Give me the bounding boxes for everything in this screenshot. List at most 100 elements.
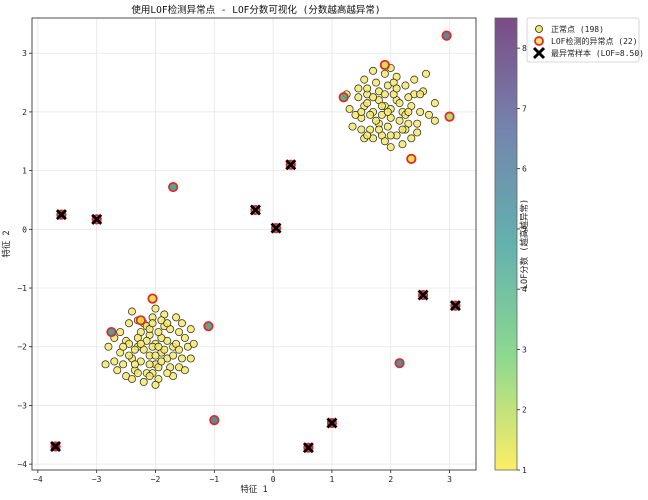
- normal-point: [128, 307, 136, 316]
- normal-point: [369, 66, 378, 75]
- outlier-point: [444, 111, 455, 122]
- y-tick-label: 2: [22, 108, 27, 117]
- normal-point: [116, 328, 125, 337]
- worst-point-cross: [302, 442, 314, 454]
- x-tick-label: 3: [447, 475, 452, 484]
- normal-point: [369, 93, 378, 102]
- normal-point: [395, 116, 404, 125]
- outlier-point: [379, 59, 390, 71]
- normal-point: [128, 375, 136, 383]
- normal-point: [357, 107, 366, 116]
- worst-point-cross: [449, 300, 461, 312]
- normal-point: [148, 319, 157, 328]
- normal-point: [372, 78, 380, 87]
- y-tick-label: 1: [22, 167, 27, 176]
- worst-point-cross: [270, 222, 282, 234]
- outlier-point: [338, 92, 349, 103]
- normal-point: [386, 131, 395, 140]
- outlier-point: [106, 326, 117, 338]
- worst-point-cross: [417, 289, 429, 301]
- normal-point: [172, 313, 181, 322]
- cross-stroke: [417, 289, 429, 301]
- outlier-point: [168, 181, 179, 193]
- normal-point: [180, 333, 189, 342]
- colorbar-tick-label: 7: [522, 104, 527, 113]
- worst-points-series: [50, 159, 461, 454]
- x-tick-label: −2: [151, 475, 161, 484]
- legend-worst-label: 最异常样本 (LOF=8.50): [551, 48, 644, 58]
- legend-outlier-marker: [534, 36, 544, 46]
- normal-point: [430, 116, 439, 125]
- chart-title: 使用LOF检测异常点 - LOF分数可视化 (分数越高越异常): [131, 4, 380, 16]
- normal-point: [377, 102, 386, 111]
- normal-point: [363, 84, 372, 93]
- colorbar-ticks: 1 2 3 4 5 6 7 8: [517, 44, 527, 475]
- outlier-point: [209, 415, 220, 426]
- cross-stroke: [302, 442, 314, 454]
- normal-point: [130, 360, 139, 369]
- normal-point: [163, 369, 172, 378]
- worst-point-cross: [326, 417, 338, 429]
- legend-box: [526, 17, 640, 63]
- normal-point: [392, 84, 401, 93]
- normal-point: [422, 69, 430, 78]
- normal-point: [366, 110, 375, 119]
- outlier-point: [394, 358, 405, 369]
- worst-point-cross: [249, 204, 261, 216]
- cross-stroke: [249, 204, 261, 216]
- normal-point: [363, 131, 372, 140]
- outlier-point: [135, 315, 146, 326]
- y-tick-label: −3: [17, 401, 27, 410]
- normal-point: [154, 328, 163, 337]
- normal-point: [386, 143, 395, 152]
- normal-point: [180, 366, 189, 375]
- normal-point: [157, 357, 166, 366]
- normal-point: [119, 360, 128, 369]
- normal-point: [357, 125, 366, 134]
- normal-point: [139, 377, 148, 386]
- normal-point: [145, 372, 154, 381]
- normal-point: [404, 107, 413, 116]
- y-tick-label: 0: [22, 225, 27, 234]
- x-tick-label: 0: [271, 475, 276, 484]
- colorbar-label: LOF分数 (越高越异常): [519, 199, 530, 289]
- normal-point: [413, 128, 422, 137]
- normal-point: [145, 360, 154, 369]
- normal-point: [113, 366, 122, 375]
- colorbar-tick-label: 2: [522, 406, 527, 415]
- normal-point: [363, 99, 372, 108]
- normal-point: [348, 122, 357, 131]
- normal-point: [380, 137, 389, 146]
- legend-worst-marker: [532, 46, 546, 60]
- normal-point: [383, 107, 392, 116]
- normal-point: [401, 81, 410, 90]
- normal-point: [125, 351, 133, 360]
- y-axis-ticks: −4 −3 −2 −1 0 1 2 3: [17, 49, 32, 469]
- normal-point: [151, 304, 160, 313]
- outlier-point: [441, 30, 452, 41]
- legend: 正常点 (198) LOF检测的异常点 (22) 最异常样本 (LOF=8.50…: [526, 17, 644, 63]
- normal-point: [430, 99, 439, 108]
- x-tick-label: −3: [92, 475, 102, 484]
- cross-stroke: [449, 300, 461, 312]
- normal-point: [410, 75, 419, 84]
- normal-point: [380, 69, 389, 78]
- normal-point: [101, 360, 110, 369]
- normal-point: [354, 93, 363, 102]
- y-axis-label: 特征 2: [1, 230, 12, 257]
- colorbar-tick-label: 3: [522, 345, 527, 354]
- outlier-point: [406, 153, 417, 164]
- normal-point: [380, 90, 389, 99]
- x-tick-label: 1: [330, 475, 335, 484]
- normal-point: [398, 125, 407, 134]
- x-tick-label: −4: [33, 475, 43, 484]
- cross-stroke: [50, 441, 62, 453]
- normal-point: [125, 319, 133, 328]
- y-tick-label: 3: [22, 49, 27, 58]
- normal-point: [186, 325, 195, 334]
- normal-point: [398, 140, 407, 149]
- normal-point: [163, 319, 172, 328]
- normal-point: [169, 351, 178, 360]
- cross-stroke: [326, 417, 338, 429]
